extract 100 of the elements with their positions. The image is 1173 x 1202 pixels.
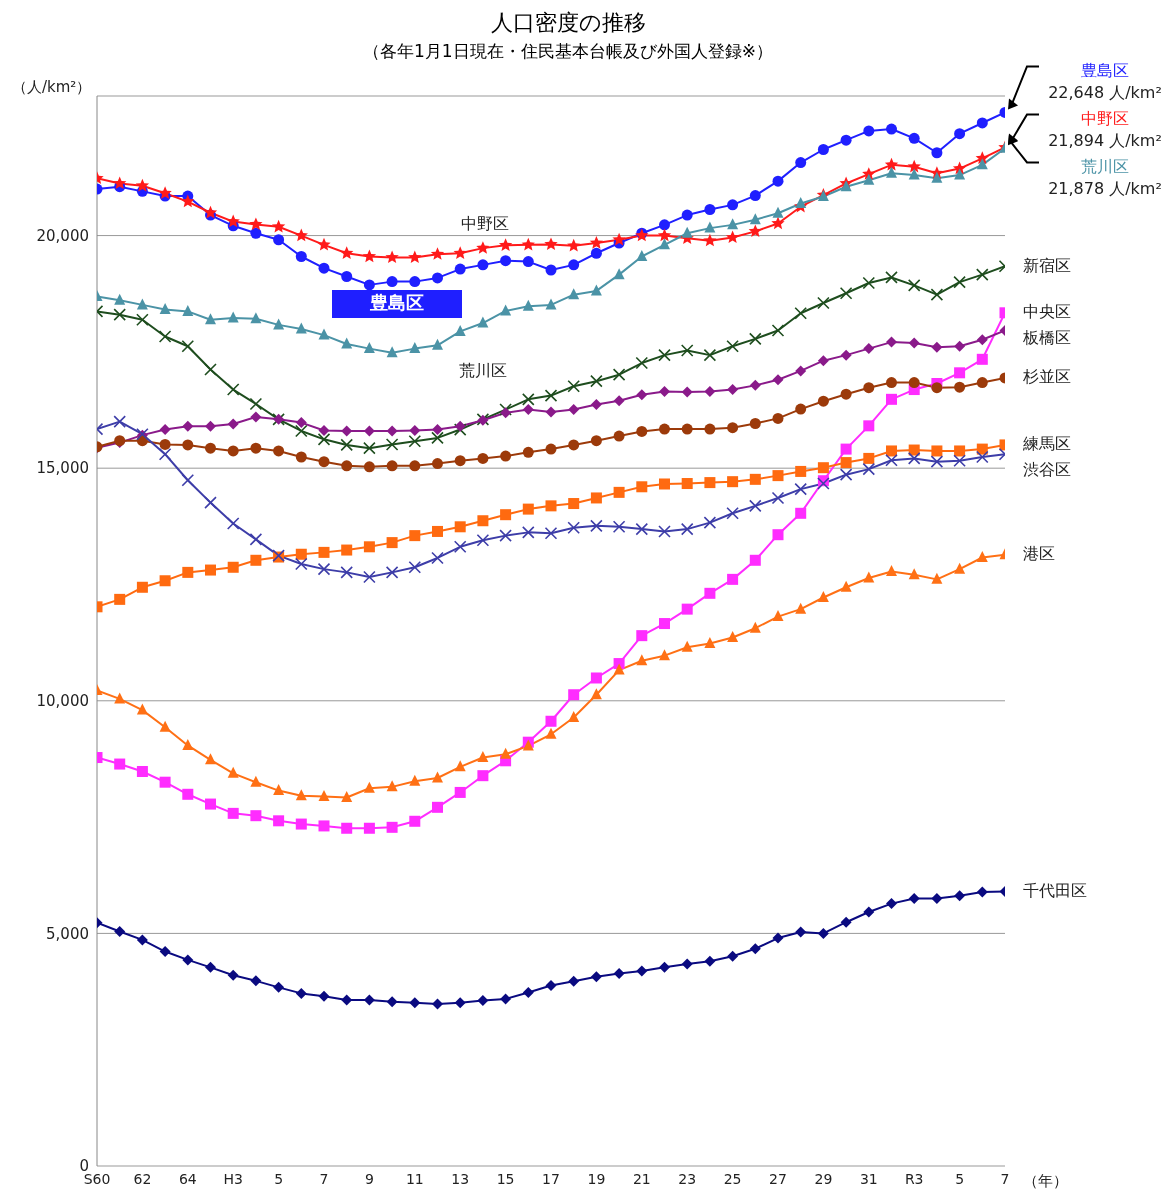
point [681,226,693,238]
point [159,946,171,958]
point [454,455,466,467]
point [363,541,375,553]
x-tick-label: 9 [364,1170,374,1187]
point [704,637,716,649]
point [318,790,330,802]
point [659,238,670,250]
point [386,460,398,472]
point [681,423,693,435]
point [727,950,739,962]
point [386,780,398,792]
point [907,279,921,292]
point [521,237,535,251]
point [657,228,672,242]
point [590,398,602,410]
point [341,271,353,282]
point [704,587,716,599]
point [295,424,308,438]
point [477,259,489,271]
point [182,439,194,451]
point [409,460,421,472]
point [159,424,171,436]
point [727,422,739,434]
point [727,476,739,488]
point [453,423,467,436]
point [227,807,239,819]
point [341,791,353,803]
point [840,580,852,592]
point [817,355,829,367]
point [113,176,127,190]
point [409,815,421,827]
point [408,434,422,448]
point [931,572,943,584]
text: 荒川区 [1081,156,1129,176]
point [294,228,308,242]
point [318,456,330,468]
point [703,348,717,362]
point [477,515,489,527]
point [817,395,829,407]
point [636,250,648,261]
point [159,438,171,450]
series-label: 杉並区 [1022,367,1071,387]
point [863,343,875,355]
point [385,438,399,451]
point [204,496,217,509]
point [727,631,739,643]
point [613,486,625,498]
point [114,926,126,938]
point [409,530,421,542]
point [362,249,377,263]
x-tick-label: 31 [859,1170,878,1187]
point [386,996,398,1008]
point [794,306,807,320]
point [249,397,263,411]
point [363,570,376,584]
point [250,312,262,324]
point [703,233,717,247]
point [341,460,353,472]
point [749,473,761,485]
point [408,250,422,264]
point [522,986,534,998]
point [205,753,216,765]
point [159,720,171,732]
point [908,377,920,389]
point [704,221,716,233]
y-axis-title: （人/km²） [12,78,92,96]
point [749,190,761,202]
point [839,286,853,300]
point [271,219,286,233]
point [839,468,853,481]
point [544,389,558,402]
point [795,507,807,519]
point [522,404,534,416]
point [840,916,852,928]
text: 21,878 人/km² [1048,178,1162,198]
point [908,337,920,349]
point [500,747,512,759]
point [907,159,921,173]
point [704,385,716,397]
point [295,322,307,334]
point [317,433,331,446]
point [704,423,716,435]
point [522,256,534,268]
point [931,171,943,183]
point [432,771,443,783]
point [884,157,899,171]
point [659,219,670,231]
point [886,377,897,389]
point [431,431,444,445]
series-label: 千代田区 [1023,881,1087,901]
point [795,403,807,415]
x-tick-label: R3 [904,1170,924,1187]
point [908,893,920,904]
point [432,998,443,1010]
x-tick-label: 7 [319,1170,329,1187]
point [795,196,807,208]
point [954,890,966,902]
point [341,544,353,556]
series-label: 練馬区 [1022,434,1071,454]
